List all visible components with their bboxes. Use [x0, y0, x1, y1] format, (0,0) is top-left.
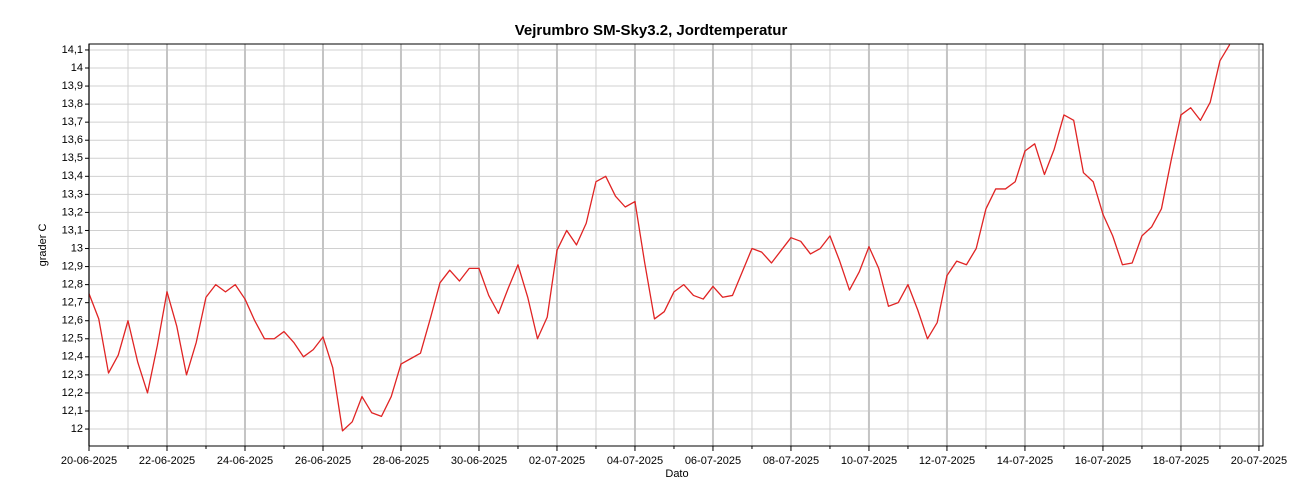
- axes: 12 12,1 12,2 12,3 12,4 12,5 12,6 12,7 12,8 12,9 13…: [61, 44, 1287, 467]
- y-tick-label: 12: [71, 423, 83, 435]
- y-tick-label: 12,5: [62, 333, 83, 345]
- x-tick-label: 12-07-2025: [919, 455, 975, 467]
- x-tick-label: 20-07-2025: [1231, 455, 1287, 467]
- y-tick-label: 12,3: [62, 369, 83, 381]
- y-axis-label: grader C: [37, 224, 49, 267]
- y-tick-label: 12,8: [62, 279, 83, 291]
- y-tick-label: 13,2: [62, 206, 83, 218]
- x-tick-label: 10-07-2025: [841, 455, 897, 467]
- plot-area: [89, 44, 1231, 432]
- y-tick-label: 12,9: [62, 260, 83, 272]
- x-tick-label: 18-07-2025: [1153, 455, 1209, 467]
- y-tick-label: 12,2: [62, 387, 83, 399]
- y-tick-label: 13,8: [62, 98, 83, 110]
- x-tick-label: 16-07-2025: [1075, 455, 1131, 467]
- x-tick-label: 26-06-2025: [295, 455, 351, 467]
- y-tick-label: 13,6: [62, 134, 83, 146]
- y-tick-label: 13,5: [62, 152, 83, 164]
- x-tick-label: 30-06-2025: [451, 455, 507, 467]
- chart-title: Vejrumbro SM-Sky3.2, Jordtemperatur: [515, 22, 788, 39]
- y-tick-label: 13,4: [62, 170, 83, 182]
- x-axis-label: Dato: [665, 468, 688, 480]
- y-tick-label: 12,7: [62, 297, 83, 309]
- y-tick-label: 12,6: [62, 315, 83, 327]
- x-tick-label: 14-07-2025: [997, 455, 1053, 467]
- x-tick-label: 20-06-2025: [61, 455, 117, 467]
- x-tick-label: 04-07-2025: [607, 455, 663, 467]
- y-tick-label: 13,3: [62, 188, 83, 200]
- y-tick-label: 13: [71, 242, 83, 254]
- y-tick-label: 13,9: [62, 80, 83, 92]
- y-tick-label: 13,7: [62, 116, 83, 128]
- y-tick-label: 14: [71, 62, 83, 74]
- x-tick-label: 02-07-2025: [529, 455, 585, 467]
- x-tick-label: 08-07-2025: [763, 455, 819, 467]
- y-tick-label: 14,1: [62, 44, 83, 56]
- x-tick-label: 22-06-2025: [139, 455, 195, 467]
- data-line: [89, 44, 1231, 432]
- y-tick-label: 12,4: [62, 351, 83, 363]
- x-tick-label: 24-06-2025: [217, 455, 273, 467]
- y-tick-label: 12,1: [62, 405, 83, 417]
- y-tick-label: 13,1: [62, 224, 83, 236]
- x-tick-label: 28-06-2025: [373, 455, 429, 467]
- plot-frame: [88, 43, 1264, 447]
- x-tick-label: 06-07-2025: [685, 455, 741, 467]
